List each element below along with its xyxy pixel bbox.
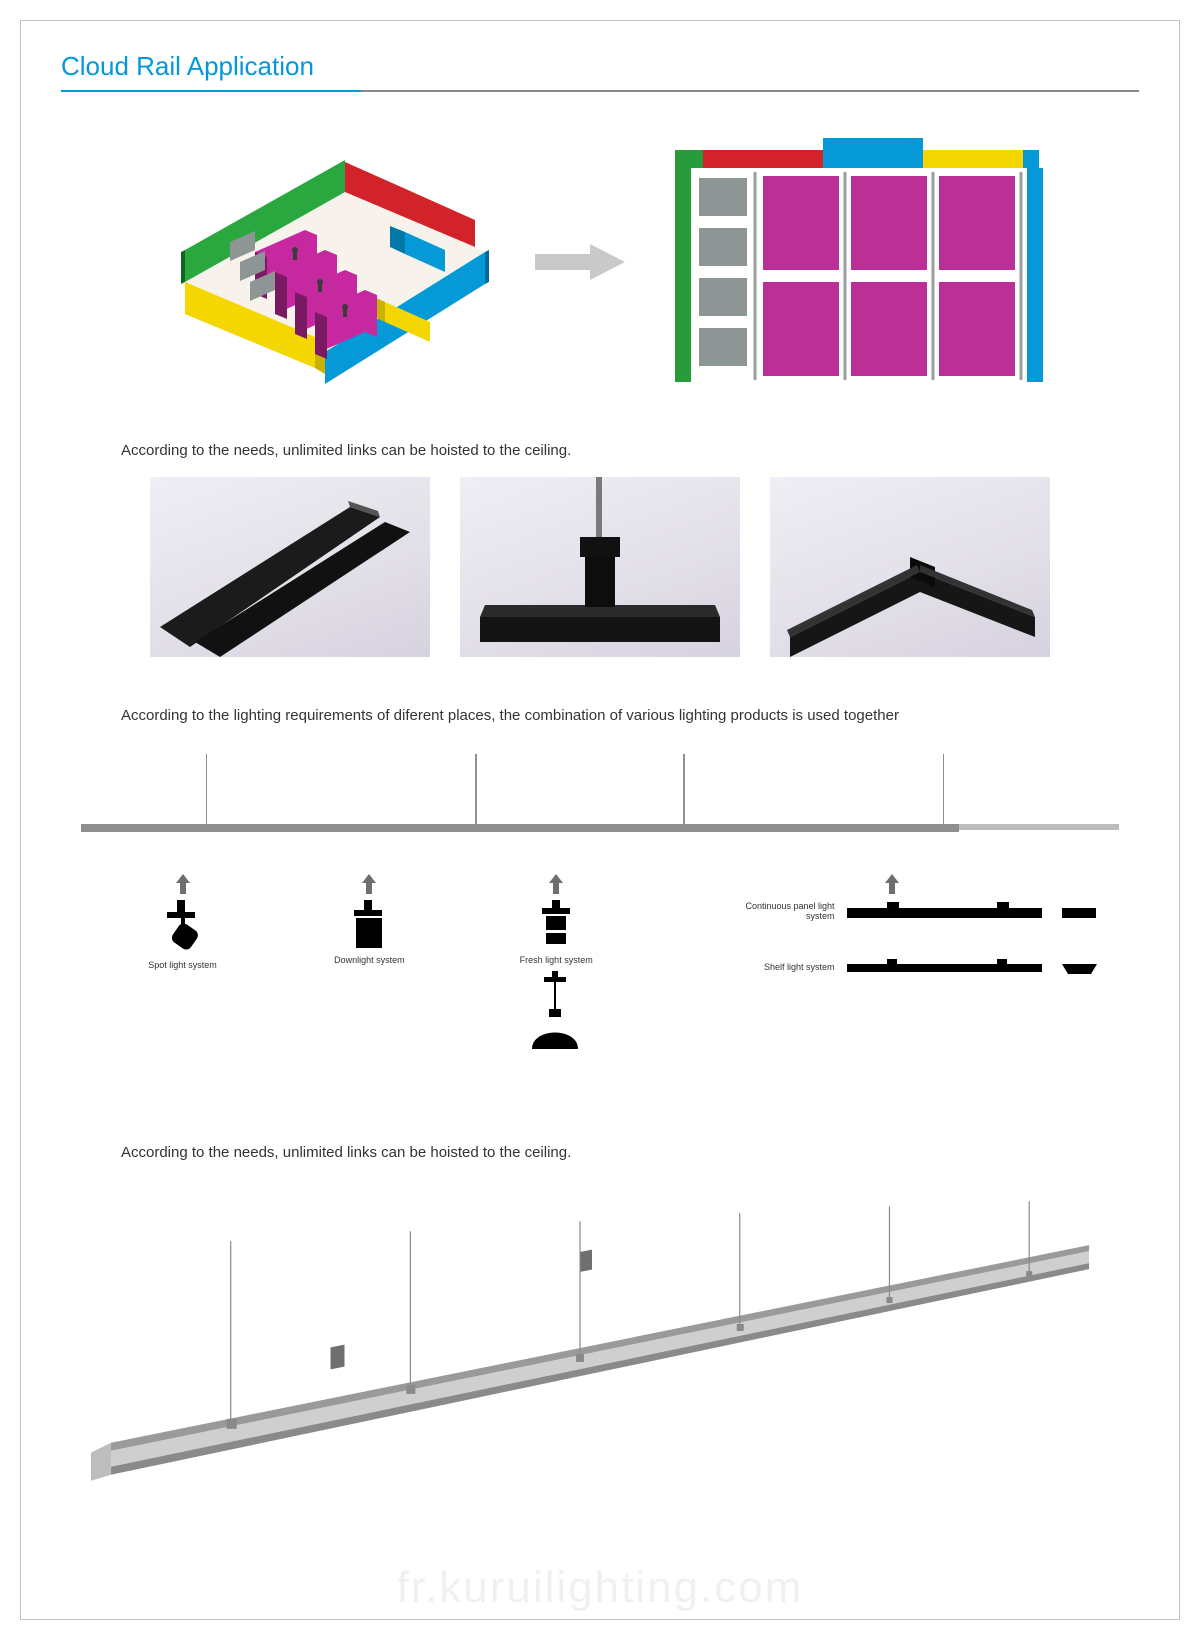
system-label: Downlight system: [309, 955, 429, 965]
up-arrow-icon: [176, 874, 190, 894]
hanger-wire: [943, 754, 945, 824]
up-arrow-icon: [362, 874, 376, 894]
hero-row: [61, 132, 1139, 392]
caption-2: According to the lighting requirements o…: [121, 707, 1139, 724]
system-label: Shelf light system: [725, 962, 835, 972]
photo-rail-parallel: [150, 477, 430, 657]
rail-systems-diagram: Spot light system Downlight system Fresh…: [81, 754, 1119, 1074]
plan-view-diagram: [655, 132, 1055, 392]
panel-light-icon: [847, 900, 1097, 922]
hanger-wire: [206, 754, 208, 824]
rail-bar: [81, 824, 959, 832]
system-downlight: Downlight system: [309, 874, 429, 965]
fresh-light-icon: [526, 900, 586, 950]
hanger-wire: [475, 754, 477, 824]
up-arrow-icon: [885, 874, 899, 894]
system-fresh: Fresh light system: [496, 874, 616, 1066]
page-frame: Cloud Rail Application: [20, 20, 1180, 1620]
system-label: Spot light system: [123, 960, 243, 970]
photo-rail-corner: [770, 477, 1050, 657]
caption-3: According to the needs, unlimited links …: [121, 1144, 1139, 1161]
downlight-icon: [344, 900, 394, 950]
photo-rail-hanger: [460, 477, 740, 657]
system-spot: Spot light system: [123, 874, 243, 970]
title-underline: [61, 90, 1139, 92]
perspective-rail-diagram: [81, 1181, 1119, 1481]
spot-light-icon: [153, 900, 213, 955]
rail-bar-ext: [959, 824, 1119, 830]
up-arrow-icon: [549, 874, 563, 894]
shelf-light-icon: [847, 956, 1097, 978]
photo-row: [61, 477, 1139, 657]
watermark: fr.kuruilighting.com: [21, 1563, 1179, 1613]
hanger-wire: [683, 754, 685, 824]
system-label: Continuous panel light system: [725, 901, 835, 921]
system-label: Fresh light system: [496, 955, 616, 965]
pendant-lamp-icon: [516, 971, 596, 1061]
arrow-icon: [535, 242, 625, 282]
isometric-store-diagram: [145, 132, 505, 392]
caption-1: According to the needs, unlimited links …: [121, 442, 1139, 459]
system-panel: Continuous panel light system Shelf ligh…: [725, 874, 1099, 978]
page-title: Cloud Rail Application: [61, 51, 1139, 82]
